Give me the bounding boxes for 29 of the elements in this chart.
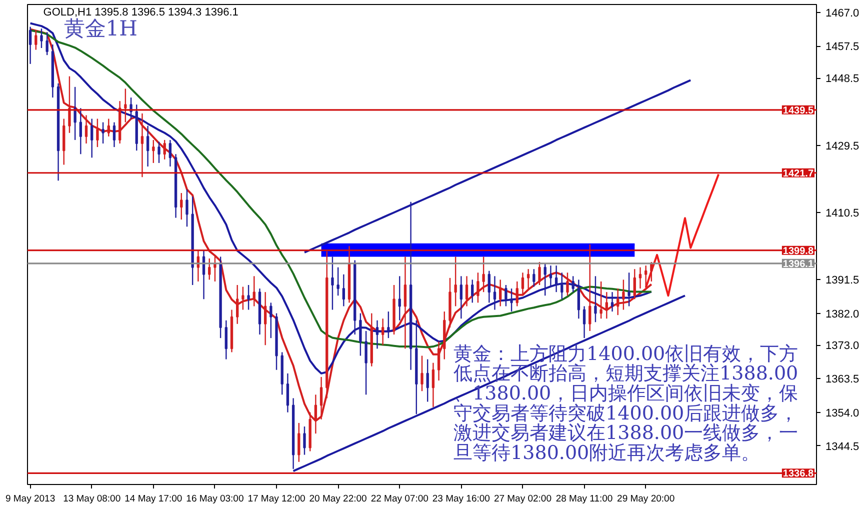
x-tick-label: 29 May 20:00 [617, 494, 675, 504]
x-tick-label: 13 May 08:00 [63, 494, 121, 504]
y-tick-label: 1354.0 [826, 407, 860, 420]
y-tick-label: 1363.5 [826, 374, 860, 386]
y-tick-label: 1429.5 [826, 140, 860, 152]
ref-line-label: 1399.8 [782, 246, 814, 257]
ref-line-label: 1396.1 [782, 258, 814, 270]
y-tick-label: 1382.0 [826, 308, 860, 320]
y-tick-label: 1457.5 [826, 41, 860, 54]
y-tick-label: 1373.0 [826, 340, 860, 352]
x-tick-label: 9 May 2013 [5, 494, 56, 504]
ref-line-label: 1336.8 [782, 468, 814, 480]
y-tick-label: 1410.5 [826, 207, 860, 220]
ref-line-label: 1421.7 [782, 168, 814, 180]
x-tick-label: 28 May 11:00 [556, 494, 613, 504]
text: 黄金1H [64, 16, 138, 40]
x-tick-label: 22 May 07:00 [370, 494, 428, 504]
chart-subtitle: GOLD,H1 1395.8 1396.5 1394.3 1396.1 [43, 6, 238, 19]
x-tick-label: 20 May 22:00 [309, 494, 367, 504]
x-tick-label: 23 May 16:00 [432, 494, 490, 504]
y-tick-label: 1391.5 [826, 274, 860, 287]
y-tick-label: 1467.0 [826, 8, 860, 20]
x-tick-label: 27 May 02:00 [494, 494, 552, 504]
x-tick-label: 14 May 17:00 [124, 494, 182, 504]
x-tick-label: 16 May 03:00 [186, 494, 244, 504]
y-tick-label: 1448.5 [826, 73, 860, 86]
x-tick-label: 17 May 12:00 [248, 494, 306, 504]
ref-line-label: 1439.5 [782, 105, 814, 116]
y-tick-label: 1344.5 [826, 440, 860, 453]
